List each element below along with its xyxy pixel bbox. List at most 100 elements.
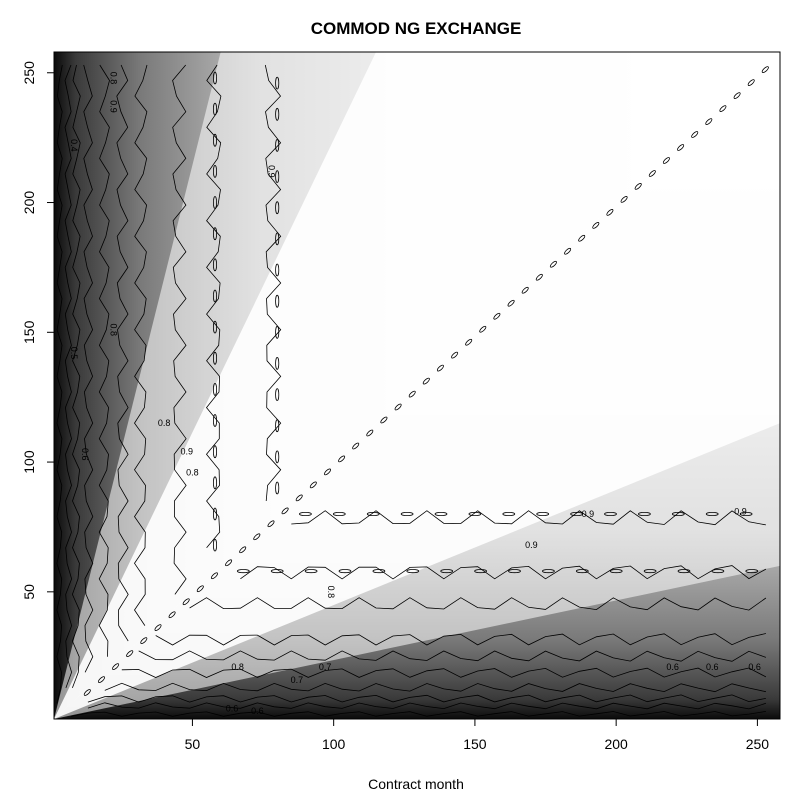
- contour-island-horizontal: [705, 512, 719, 517]
- chart-title: COMMOD NG EXCHANGE: [311, 19, 522, 38]
- contour-island-diagonal: [309, 481, 317, 489]
- contour-island-vertical: [212, 258, 217, 272]
- contour-island-diagonal: [380, 416, 388, 424]
- contour-island-horizontal: [270, 569, 284, 574]
- contour-island-vertical: [275, 138, 280, 152]
- contour-line-vertical: [172, 64, 187, 595]
- contour-island-diagonal: [295, 494, 303, 502]
- contour-island-diagonal: [578, 234, 586, 242]
- contour-island-diagonal: [225, 559, 233, 567]
- y-tick-label: 250: [21, 61, 37, 85]
- contour-line-vertical: [56, 64, 63, 704]
- contour-island-horizontal: [745, 569, 759, 574]
- contour-island-vertical: [212, 196, 217, 209]
- contour-island-vertical: [212, 227, 217, 241]
- contour-island-diagonal: [323, 468, 332, 476]
- contour-label: 0.9: [267, 165, 277, 178]
- x-tick-label: 150: [463, 736, 487, 752]
- contour-island-diagonal: [747, 79, 755, 86]
- contour-island-diagonal: [154, 624, 162, 631]
- plot-frame: [53, 51, 781, 720]
- contour-island-horizontal: [474, 569, 488, 574]
- contour-label: 0.6: [226, 704, 239, 714]
- contour-line-vertical: [116, 64, 129, 642]
- contour-label: 0.8: [108, 323, 118, 336]
- contour-island-diagonal: [662, 157, 670, 164]
- contour-island-diagonal: [239, 546, 247, 554]
- contour-island-horizontal: [298, 512, 312, 517]
- contour-island-diagonal: [761, 66, 769, 73]
- contour-island-diagonal: [253, 533, 261, 541]
- contour-island-horizontal: [236, 569, 250, 574]
- contour-island-diagonal: [493, 312, 501, 320]
- heatmap-diagonal-core: [54, 52, 780, 719]
- plot-area: 0.4 0.5 0.6 0.8 0.8 0.9 0.9 0.8 0.9 0.8 0.8 0.8 0.7 0…: [54, 52, 780, 719]
- contour-island-diagonal: [83, 689, 91, 696]
- contour-line-horizontal: [138, 650, 767, 662]
- contour-island-horizontal: [638, 512, 651, 517]
- contour-island-horizontal: [468, 512, 482, 517]
- contour-island-diagonal: [465, 338, 473, 346]
- contour-label: 0.6: [80, 448, 90, 461]
- contour-island-vertical: [212, 382, 217, 396]
- contour-line-horizontal: [155, 633, 766, 646]
- x-tick-label: 250: [746, 736, 770, 752]
- contour-island-vertical: [212, 164, 217, 178]
- contour-island-vertical: [212, 320, 217, 334]
- contour-island-diagonal: [648, 170, 656, 177]
- contour-label: 0.6: [666, 662, 679, 672]
- contour-island-vertical: [275, 325, 280, 339]
- contour-island-diagonal: [281, 507, 289, 515]
- contour-island-horizontal: [434, 512, 448, 517]
- contour-island-diagonal: [592, 222, 600, 229]
- contour-island-vertical: [275, 450, 280, 464]
- contour-island-diagonal: [733, 92, 741, 99]
- contour-island-diagonal: [97, 676, 106, 683]
- contour-island-horizontal: [739, 512, 753, 517]
- contour-label: 0.9: [181, 447, 194, 457]
- contour-island-diagonal: [210, 572, 219, 580]
- contour-island-diagonal: [606, 209, 614, 216]
- contour-island-horizontal: [400, 512, 414, 517]
- contour-island-diagonal: [535, 273, 543, 281]
- contour-island-horizontal: [677, 569, 691, 574]
- contour-island-diagonal: [196, 585, 204, 593]
- contour-label: 0.9: [582, 509, 595, 519]
- contour-line-vertical: [134, 64, 148, 626]
- contour-island-vertical: [275, 481, 280, 495]
- contour-island-diagonal: [705, 118, 713, 125]
- contour-island-diagonal: [677, 144, 685, 151]
- y-tick-label: 150: [21, 320, 37, 344]
- contour-island-horizontal: [440, 569, 454, 574]
- contour-island-diagonal: [521, 286, 529, 294]
- contour-island-diagonal: [112, 663, 120, 670]
- contour-island-horizontal: [332, 512, 346, 517]
- contour-label: 0.8: [326, 586, 336, 599]
- contour-line-horizontal: [70, 711, 766, 717]
- x-tick-label: 50: [185, 736, 201, 752]
- contour-line-vertical: [71, 64, 81, 689]
- contour-island-diagonal: [634, 183, 642, 190]
- contour-label: 0.6: [748, 662, 761, 672]
- contour-island-vertical: [275, 76, 280, 90]
- contour-label: 0.6: [251, 706, 264, 716]
- contour-island-horizontal: [542, 569, 555, 574]
- contour-island-horizontal: [643, 569, 657, 574]
- heatmap-bands: [54, 52, 780, 719]
- contour-island-diagonal: [168, 611, 176, 619]
- x-axis: 50 100 150 200 250: [185, 719, 770, 752]
- contour-island-vertical: [212, 71, 217, 85]
- contour-island-horizontal: [575, 569, 589, 574]
- contour-line-horizontal: [87, 702, 767, 710]
- contour-island-horizontal: [604, 512, 617, 517]
- contour-label: 0.8: [231, 662, 244, 672]
- contour-island-vertical: [275, 232, 280, 246]
- contour-island-vertical: [212, 476, 217, 490]
- contour-island-horizontal: [570, 512, 583, 517]
- contour-label: 0.9: [734, 506, 747, 516]
- contour-island-diagonal: [620, 196, 628, 203]
- contour-island-diagonal: [408, 390, 416, 398]
- contour-island-horizontal: [609, 569, 623, 574]
- contour-line-horizontal: [104, 682, 766, 693]
